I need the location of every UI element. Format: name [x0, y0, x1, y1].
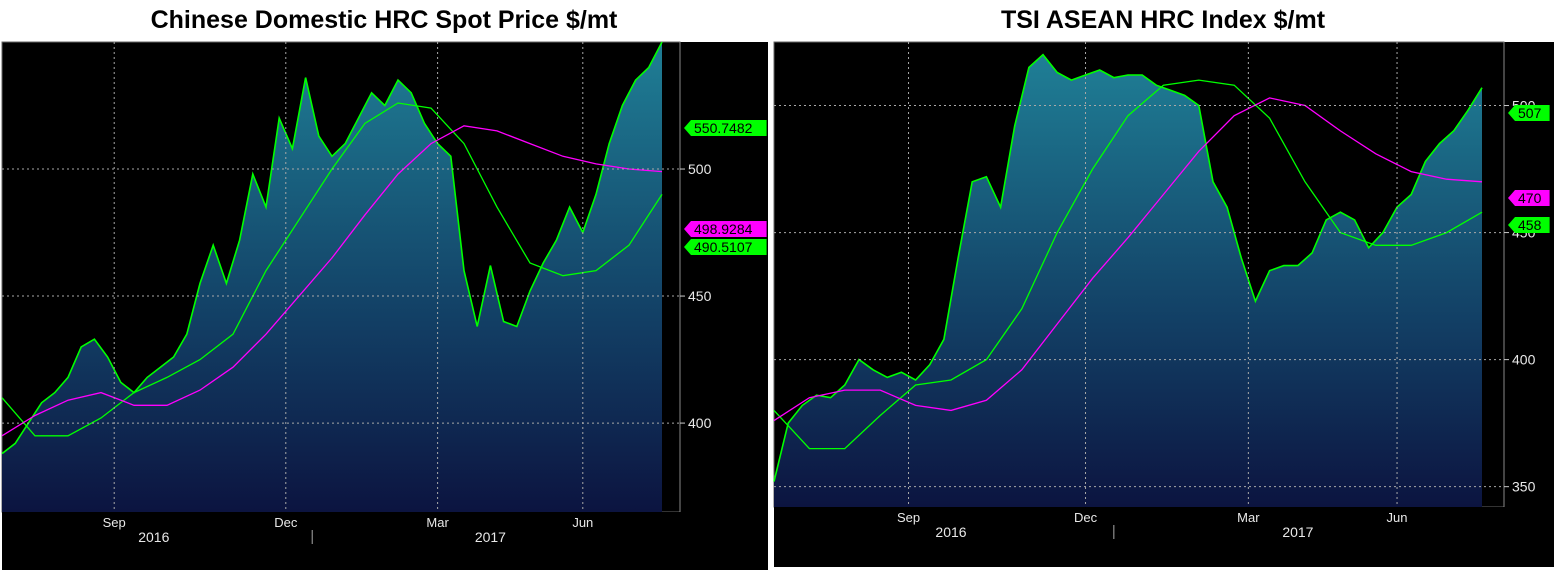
y-axis-background [680, 42, 768, 512]
chart-footer-copyright: Copyright® 2017 Bloomberg Finance L.P. [546, 544, 764, 555]
y-tick-label: 400 [688, 415, 712, 431]
chart-footer-source: .CNYHRC U Index (chinese hrc in usd) Def… [4, 544, 439, 555]
chart-canvas-china: 400 450 500 Sep Dec Mar Jun 2016 2017 550.7482 498… [1, 41, 768, 570]
x-month-label: Dec [1074, 510, 1098, 525]
x-axis-background [774, 507, 1554, 539]
footer-background [774, 539, 1554, 567]
chart-panel-china: Chinese Domestic HRC Spot Price $/mt 400… [0, 0, 768, 570]
x-axis-background [2, 512, 768, 544]
x-month-label: Jun [1387, 510, 1408, 525]
last-value-label: 498.9284 [694, 221, 753, 237]
chart-footer-timestamp: 13-Jul-2017 14:10:02 [649, 557, 764, 568]
x-month-label: Jun [572, 515, 593, 530]
y-tick-label: 350 [1512, 479, 1536, 495]
price-area [774, 54, 1482, 507]
last-value-label: 458 [1518, 217, 1542, 233]
price-line [1, 41, 663, 455]
x-month-label: Sep [897, 510, 920, 525]
x-year-label: 2017 [1282, 524, 1313, 540]
last-value-tag [684, 120, 767, 136]
moving-average-long-line [773, 97, 1483, 422]
chart-title: Chinese Domestic HRC Spot Price $/mt [150, 6, 618, 34]
chart-footer-source: TSIPASHR Index (SBB Asean import Hot Rol… [776, 544, 1228, 555]
x-year-label: 2016 [935, 524, 966, 540]
x-month-label: Mar [1237, 510, 1260, 525]
price-area [2, 42, 662, 512]
y-tick-label: 500 [688, 161, 712, 177]
x-year-label: 2016 [138, 529, 169, 545]
moving-average-long-line [1, 125, 663, 437]
last-value-tag [1508, 105, 1550, 121]
chart-title: TSI ASEAN HRC Index $/mt [1000, 6, 1326, 34]
last-value-tag [684, 221, 767, 237]
y-tick-label: 400 [1512, 352, 1536, 368]
chart-panel-asean: TSI ASEAN HRC Index $/mt 350400450500Sep… [772, 0, 1554, 570]
footer-background [2, 544, 768, 570]
price-line [773, 53, 1483, 482]
y-tick-label: 450 [688, 288, 712, 304]
x-month-label: Dec [274, 515, 298, 530]
chart-footer-copyright: Copyright® 2017 Bloomberg Finance L.P. [1332, 544, 1550, 555]
last-value-label: 550.7482 [694, 120, 753, 136]
last-value-label: 470 [1518, 190, 1542, 206]
last-value-label: 490.5107 [694, 239, 753, 255]
last-value-label: 507 [1518, 105, 1542, 121]
moving-average-short-line [773, 79, 1483, 450]
last-value-tag [1508, 217, 1550, 233]
chart-canvas-asean: 350400450500SepDecMarJun2016201750747045… [773, 41, 1554, 567]
last-value-tag [1508, 190, 1550, 206]
chart-footer-timestamp: 13-Jul-2017 14:10:54 [1435, 557, 1550, 568]
x-month-label: Sep [103, 515, 126, 530]
x-year-label: 2017 [475, 529, 506, 545]
last-value-tag [684, 239, 767, 255]
x-month-label: Mar [426, 515, 449, 530]
